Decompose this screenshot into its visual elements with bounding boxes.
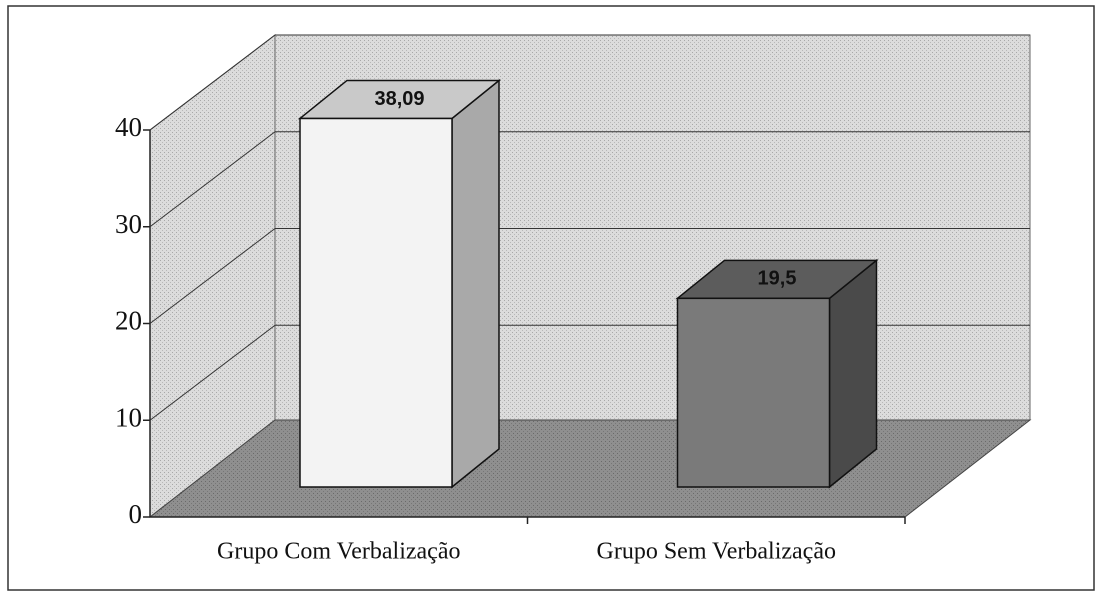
bar-side (828, 258, 878, 489)
floor (148, 419, 1032, 518)
value-label: 19,5 (758, 268, 797, 290)
value-label: 38,09 (374, 88, 424, 110)
bar-side (451, 78, 500, 489)
x-tick-label: Grupo Com Verbalização (217, 539, 460, 565)
grid-line (149, 324, 276, 421)
y-tick-label: 10 (115, 402, 142, 432)
grid-line (149, 131, 276, 228)
y-tick-label: 20 (115, 306, 142, 336)
bar (299, 117, 453, 488)
y-tick-label: 30 (115, 209, 142, 239)
grid-line (149, 228, 276, 324)
x-tick-label: Grupo Sem Verbalização (597, 539, 836, 565)
grid-line (149, 34, 276, 131)
y-tick-label: 40 (115, 112, 142, 142)
y-tick-label: 0 (129, 499, 143, 529)
bar (676, 297, 831, 488)
